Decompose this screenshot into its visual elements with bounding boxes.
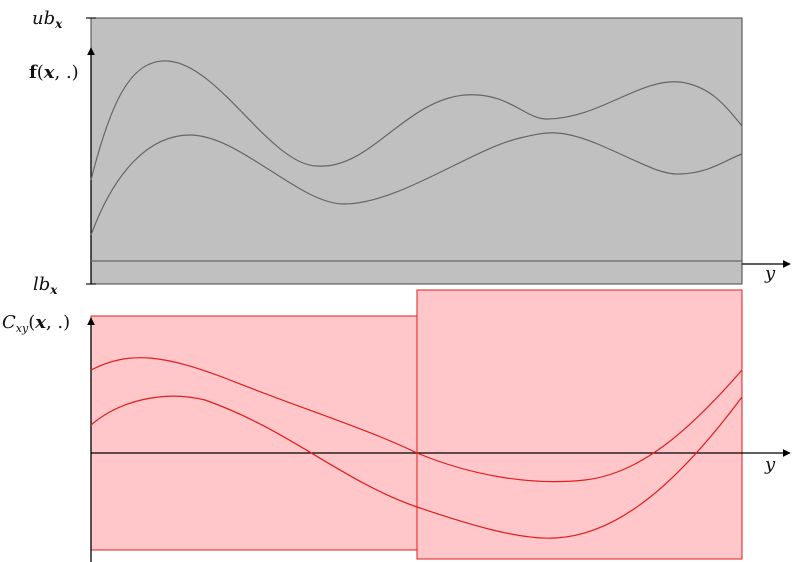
f-curve-lower [90,132,743,236]
lb-label: lbx [33,274,58,297]
top-y-label: y [764,263,776,284]
c-curve-lower [90,395,743,539]
region-right-bottom [416,289,743,560]
region-left-bottom [90,315,418,551]
c-label: Cxy(x, .) [2,312,70,335]
c-curve-upper [90,357,743,483]
top-panel [86,17,791,285]
labels: ubx lbx f(x, .) y Cxy(x, .) y [2,8,776,475]
feasible-region-top [90,17,743,285]
bottom-y-label: y [764,454,776,475]
ub-label: ubx [32,8,63,31]
f-label: f(x, .) [29,62,79,83]
f-curve-upper [90,60,743,181]
bottom-panel [87,289,791,562]
